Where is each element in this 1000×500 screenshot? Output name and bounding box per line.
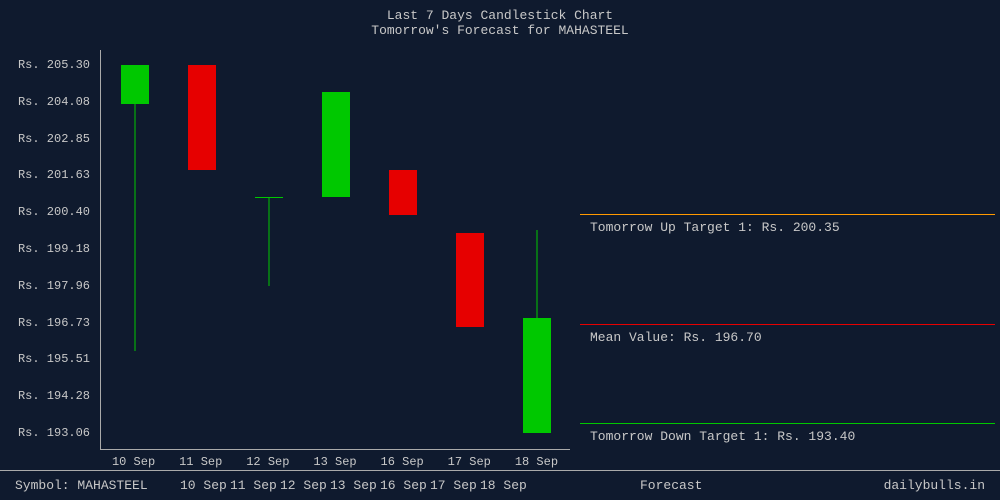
y-tick-label: Rs. 200.40 [18, 205, 90, 219]
forecast-label: Forecast [640, 478, 702, 493]
symbol-label: Symbol: [15, 478, 70, 493]
footer-dates: 10 Sep11 Sep12 Sep13 Sep16 Sep17 Sep18 S… [180, 478, 530, 493]
symbol-value: MAHASTEEL [77, 478, 147, 493]
footer-bar: Symbol: MAHASTEEL 10 Sep11 Sep12 Sep13 S… [0, 470, 1000, 500]
candle-body [389, 170, 417, 215]
forecast-text-up: Tomorrow Up Target 1: Rs. 200.35 [590, 220, 840, 235]
candle-body [456, 233, 484, 326]
chart-title-2: Tomorrow's Forecast for MAHASTEEL [0, 23, 1000, 38]
y-tick-label: Rs. 195.51 [18, 352, 90, 366]
candle-body [255, 197, 283, 198]
y-tick-label: Rs. 199.18 [18, 242, 90, 256]
y-axis-labels: Rs. 205.30 Rs. 204.08 Rs. 202.85 Rs. 201.63… [0, 50, 95, 450]
x-tick-label: 12 Sep [246, 455, 289, 469]
candle-body [188, 65, 216, 170]
candle-body [523, 318, 551, 433]
candlestick-chart [100, 50, 570, 450]
y-tick-label: Rs. 197.96 [18, 279, 90, 293]
candle-wick [134, 65, 135, 351]
y-tick-label: Rs. 202.85 [18, 132, 90, 146]
x-tick-label: 17 Sep [448, 455, 491, 469]
forecast-line-down [580, 423, 995, 424]
y-tick-label: Rs. 196.73 [18, 316, 90, 330]
y-tick-label: Rs. 193.06 [18, 426, 90, 440]
x-tick-label: 16 Sep [381, 455, 424, 469]
y-tick-label: Rs. 194.28 [18, 389, 90, 403]
y-tick-label: Rs. 204.08 [18, 95, 90, 109]
candle-body [121, 65, 149, 104]
chart-title-1: Last 7 Days Candlestick Chart [0, 8, 1000, 23]
y-tick-label: Rs. 201.63 [18, 168, 90, 182]
x-tick-label: 18 Sep [515, 455, 558, 469]
x-tick-label: 10 Sep [112, 455, 155, 469]
x-tick-label: 11 Sep [179, 455, 222, 469]
site-credit: dailybulls.in [884, 478, 985, 493]
candle-body [322, 92, 350, 197]
forecast-text-down: Tomorrow Down Target 1: Rs. 193.40 [590, 429, 855, 444]
candle-wick [268, 197, 269, 285]
y-tick-label: Rs. 205.30 [18, 58, 90, 72]
forecast-panel: Tomorrow Up Target 1: Rs. 200.35 Mean Val… [580, 50, 995, 450]
forecast-text-mean: Mean Value: Rs. 196.70 [590, 330, 762, 345]
forecast-line-mean [580, 324, 995, 325]
forecast-line-up [580, 214, 995, 215]
x-tick-label: 13 Sep [313, 455, 356, 469]
